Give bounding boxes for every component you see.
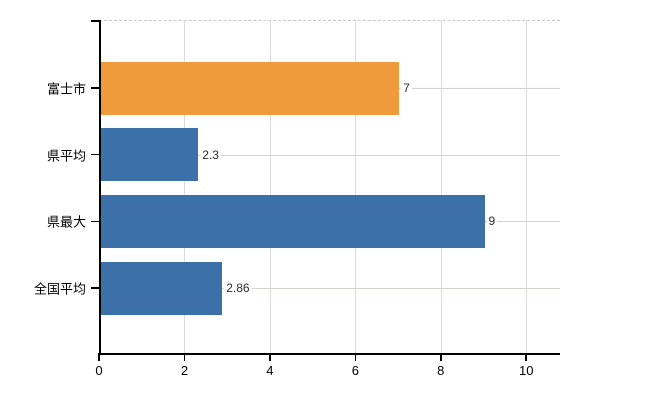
vertical-gridline [355, 20, 357, 353]
x-tick-mark [269, 353, 271, 361]
y-tick-mark [91, 153, 99, 156]
vertical-gridline [440, 20, 442, 353]
category-label: 全国平均 [33, 281, 86, 297]
vertical-gridline [269, 20, 271, 353]
bar-value-label: 9 [486, 214, 498, 229]
vertical-gridline [526, 20, 528, 353]
category-label: 富士市 [46, 81, 86, 97]
x-tick-label: 10 [519, 363, 534, 378]
category-label: 県平均 [46, 148, 86, 164]
x-tick-mark [440, 353, 442, 361]
x-tick-label: 0 [95, 363, 103, 378]
y-tick-mark [91, 287, 99, 289]
x-tick-mark [183, 353, 186, 361]
bar [100, 194, 485, 248]
x-tick-label: 2 [180, 363, 189, 378]
bar-value-label: 2.86 [224, 281, 252, 296]
y-axis-line [99, 20, 101, 353]
category-label: 県最大 [46, 214, 86, 230]
bar [100, 128, 199, 182]
horizontal-gridline [99, 288, 560, 290]
plot-top-border [99, 20, 560, 21]
y-tick-mark [91, 220, 99, 223]
bar [100, 261, 223, 315]
vertical-gridline [184, 20, 186, 353]
y-axis-top-tick [91, 20, 99, 22]
bar-value-label: 2.3 [200, 147, 221, 162]
x-tick-mark [525, 353, 527, 361]
bar-value-label: 7 [401, 81, 412, 95]
x-tick-mark [354, 353, 357, 361]
x-tick-label: 4 [266, 363, 274, 378]
x-axis-line [98, 353, 560, 355]
plot-area: 7 富士市 2.3 県平均 9 県最大 2.86 全国平均 0 2 4 6 8 10 [34, 20, 560, 378]
x-tick-label: 8 [437, 363, 445, 378]
x-tick-mark [98, 353, 100, 361]
x-tick-label: 6 [351, 363, 359, 378]
horizontal-gridline [99, 154, 560, 156]
y-tick-mark [91, 87, 99, 89]
bar [100, 61, 400, 115]
